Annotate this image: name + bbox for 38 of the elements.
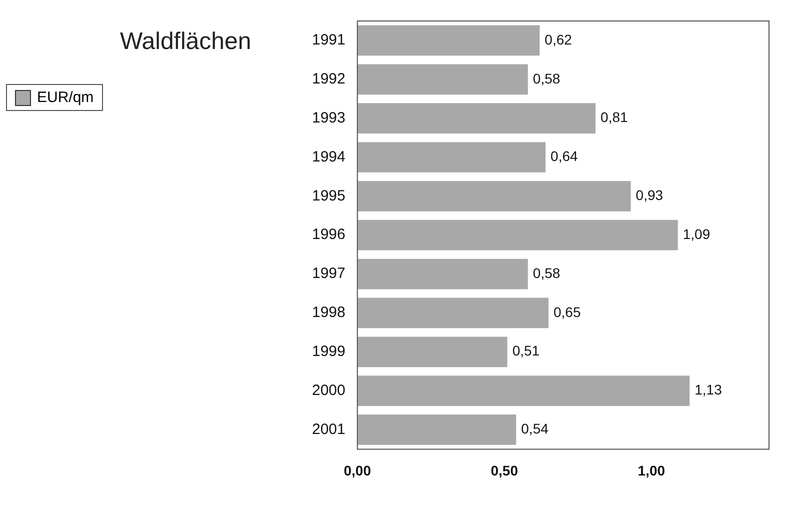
x-tick-label: 0,50 xyxy=(490,462,518,478)
data-label: 0,58 xyxy=(532,264,560,281)
y-tick-label: 1997 xyxy=(312,265,346,282)
y-tick-label: 1992 xyxy=(312,70,346,88)
x-tick-label: 1,00 xyxy=(638,462,666,478)
bar xyxy=(357,258,528,290)
bar xyxy=(357,25,540,56)
y-tick-label: 2001 xyxy=(312,420,346,438)
y-tick-label: 1999 xyxy=(312,343,346,360)
data-label: 0,62 xyxy=(544,31,572,48)
data-label: 1,09 xyxy=(682,226,710,242)
y-tick-label: 1991 xyxy=(312,32,346,49)
y-tick-label: 1995 xyxy=(312,187,346,204)
chart-title: Waldflächen xyxy=(120,28,252,56)
bar xyxy=(357,220,678,250)
data-label: 1,13 xyxy=(694,382,722,398)
y-tick-label: 1994 xyxy=(312,148,346,166)
data-label: 0,65 xyxy=(553,304,581,320)
data-label: 0,51 xyxy=(512,342,540,359)
bar xyxy=(357,180,631,212)
data-label: 0,54 xyxy=(521,420,549,437)
y-tick-label: 1996 xyxy=(312,226,346,244)
bar xyxy=(357,298,548,328)
y-tick-label: 1998 xyxy=(312,304,346,322)
bar xyxy=(357,414,516,445)
bar xyxy=(357,336,508,368)
bar xyxy=(357,103,596,134)
y-tick-label: 2000 xyxy=(312,382,346,399)
x-tick-label: 0,00 xyxy=(344,462,372,478)
bar xyxy=(357,142,546,172)
bar xyxy=(357,376,690,406)
legend-label: EUR/qm xyxy=(37,89,94,106)
bar xyxy=(357,64,528,95)
data-label: 0,58 xyxy=(532,70,560,86)
data-label: 0,64 xyxy=(550,148,578,164)
data-label: 0,81 xyxy=(600,109,628,126)
y-tick-label: 1993 xyxy=(312,109,346,126)
data-label: 0,93 xyxy=(636,187,664,204)
